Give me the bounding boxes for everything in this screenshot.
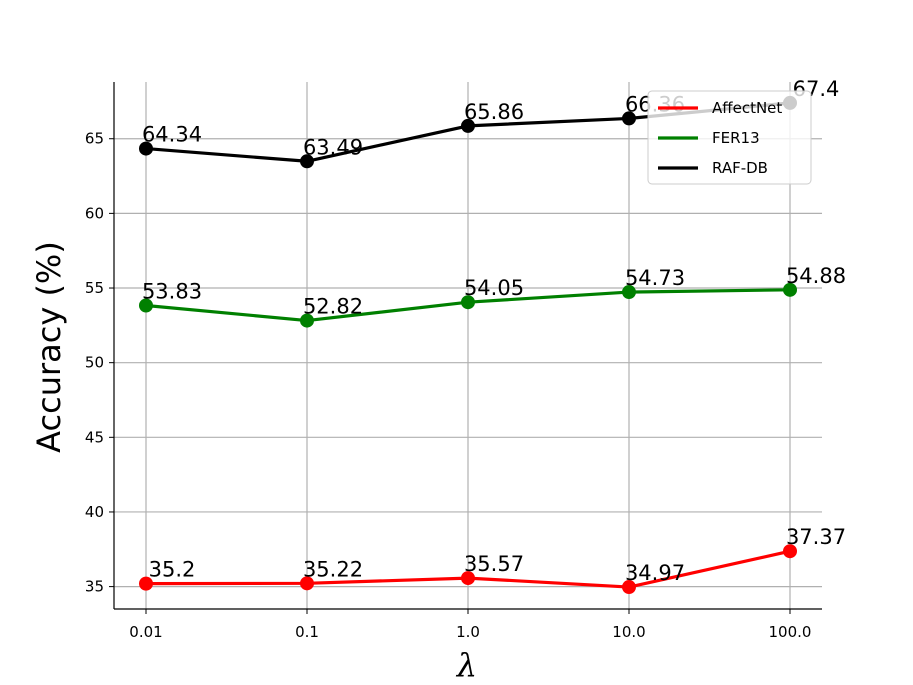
data-labels: 35.2 35.22 35.57 34.97 37.37 53.83 52.82 54.05 5… <box>142 77 846 585</box>
data-label: 35.22 <box>303 557 363 581</box>
data-label: 52.82 <box>303 295 363 319</box>
x-tick-label: 0.1 <box>295 623 319 641</box>
data-point <box>783 282 797 297</box>
y-tick-label: 65 <box>85 130 104 148</box>
y-axis-label: Accuracy (%) <box>30 241 68 453</box>
y-tick-label: 35 <box>85 578 104 596</box>
data-label: 54.88 <box>786 264 846 288</box>
legend-box <box>647 90 812 185</box>
legend: AffectNet FER13 RAF-DB <box>647 90 812 185</box>
data-point <box>461 118 475 133</box>
data-point <box>300 576 314 591</box>
y-tick-label: 45 <box>85 428 104 446</box>
data-point <box>622 580 636 595</box>
tick-labels: 0.01 0.1 1.0 10.0 100.0 35 40 45 50 55 60 65 <box>85 130 812 641</box>
data-point <box>139 576 153 591</box>
data-label: 37.37 <box>786 525 846 549</box>
data-label: 35.2 <box>149 558 196 582</box>
axes <box>109 82 822 614</box>
data-point <box>622 285 636 300</box>
data-label: 64.34 <box>142 123 202 147</box>
legend-entry: FER13 <box>712 129 760 147</box>
grid-lines <box>114 82 822 609</box>
y-tick-label: 40 <box>85 503 104 521</box>
legend-entry: AffectNet <box>712 99 782 117</box>
data-label: 65.86 <box>464 100 524 124</box>
data-label: 34.97 <box>625 561 685 585</box>
data-label: 54.73 <box>625 266 685 290</box>
data-point <box>783 544 797 559</box>
y-tick-label: 50 <box>85 354 104 372</box>
x-tick-label: 100.0 <box>769 623 812 641</box>
data-point <box>139 298 153 313</box>
legend-entry: RAF-DB <box>712 159 768 177</box>
data-point <box>139 141 153 156</box>
x-tick-label: 0.01 <box>129 623 162 641</box>
data-label: 63.49 <box>303 135 363 159</box>
data-point <box>300 313 314 328</box>
x-axis-label: λ <box>455 646 477 684</box>
x-tick-label: 1.0 <box>456 623 480 641</box>
data-point <box>461 295 475 310</box>
y-tick-label: 60 <box>85 204 104 222</box>
data-point <box>300 154 314 169</box>
data-point <box>461 571 475 586</box>
data-label: 53.83 <box>142 279 202 303</box>
data-point <box>622 111 636 126</box>
x-tick-label: 10.0 <box>612 623 645 641</box>
data-label: 54.05 <box>464 276 524 300</box>
data-label: 35.57 <box>464 552 524 576</box>
y-tick-label: 55 <box>85 279 104 297</box>
